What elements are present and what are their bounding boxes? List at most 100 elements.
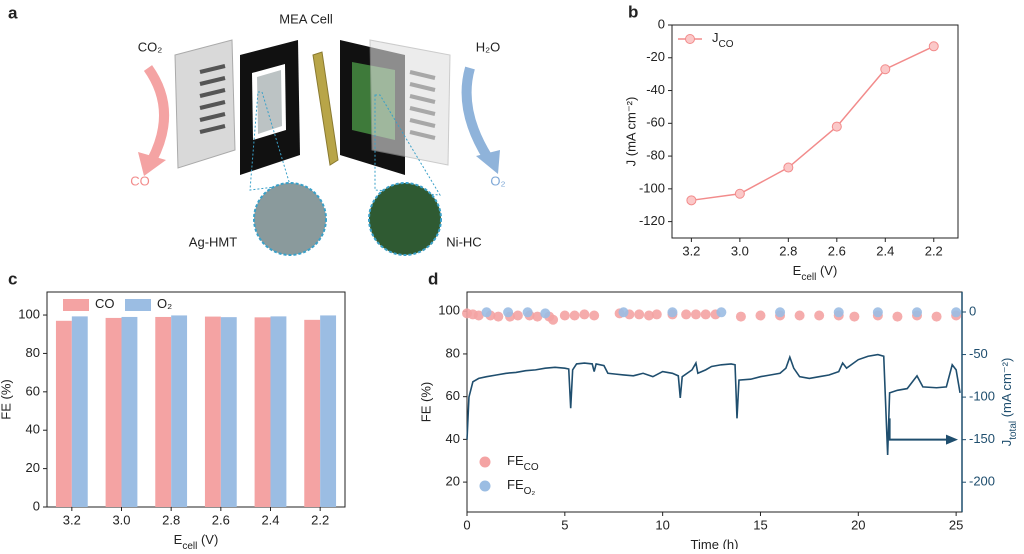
x-axis-label-part: E <box>793 263 802 278</box>
x-tick-label: 2.4 <box>261 512 279 527</box>
data-point <box>473 310 484 321</box>
data-point <box>734 188 745 199</box>
data-point <box>814 310 825 321</box>
x-tick-label: 25 <box>949 517 963 532</box>
legend-label-part: FE <box>507 453 524 468</box>
h2o-arrow-head <box>476 150 500 174</box>
x-tick-label: 2.2 <box>311 512 329 527</box>
bar <box>71 316 88 507</box>
y-tick-label: -20 <box>646 49 665 64</box>
data-point <box>783 162 794 173</box>
bar <box>320 315 337 507</box>
y-tick-label: 20 <box>446 474 460 489</box>
data-point <box>880 64 891 75</box>
electrode-label: Ni-HC <box>446 234 481 249</box>
data-point <box>794 310 805 321</box>
electrode-label: Ag-HMT <box>189 234 237 249</box>
data-point <box>690 309 701 320</box>
panel-label: d <box>428 269 438 288</box>
data-point <box>540 308 551 319</box>
y2-tick-label: -200 <box>969 474 995 489</box>
left-plate <box>174 39 236 169</box>
co2-arrow <box>143 65 170 163</box>
x-tick-label: 2.2 <box>925 243 943 258</box>
axis-arrow-head <box>946 434 958 445</box>
y-tick-label: -100 <box>639 180 665 195</box>
bar <box>155 316 172 507</box>
y-tick-label: -120 <box>639 213 665 228</box>
x-tick-label: 3.0 <box>112 512 130 527</box>
plot-frame <box>466 291 963 513</box>
x-tick-label: 3.0 <box>731 243 749 258</box>
y-tick-label: 20 <box>26 460 40 475</box>
legend-label: CO <box>95 296 115 311</box>
data-point <box>912 307 922 318</box>
right-plate <box>369 39 451 166</box>
legend-label-part: CO <box>524 462 539 473</box>
data-point <box>579 309 590 320</box>
legend-label: JCO <box>712 30 734 50</box>
data-point <box>735 311 746 322</box>
data-point <box>686 195 697 206</box>
y2-axis-label-part: total <box>1008 421 1019 440</box>
legend-label-part: J <box>712 30 719 45</box>
y-tick-label: -80 <box>646 148 665 163</box>
y-tick-label: 40 <box>26 422 40 437</box>
data-point <box>643 310 654 321</box>
x-tick-label: 10 <box>655 517 669 532</box>
x-tick-label: 5 <box>561 517 568 532</box>
data-point <box>931 311 942 322</box>
y-tick-label: -60 <box>646 115 665 130</box>
data-point <box>928 41 939 52</box>
membrane <box>312 51 339 166</box>
legend-label: FECO <box>507 453 539 473</box>
data-point <box>681 309 692 320</box>
y-tick-label: 0 <box>33 498 40 513</box>
bar <box>254 317 271 507</box>
data-point <box>522 307 533 318</box>
bar <box>270 316 287 507</box>
bar <box>121 316 138 507</box>
x-tick-label: 2.6 <box>828 243 846 258</box>
data-point <box>503 307 514 318</box>
bar <box>55 320 72 507</box>
y-axis-label: J (mA cm⁻²) <box>623 97 638 167</box>
y2-axis-label-part: (mA cm⁻²) <box>999 358 1014 421</box>
legend-marker <box>479 456 491 468</box>
data-line <box>691 45 935 202</box>
panel-label: b <box>628 2 638 21</box>
legend-label: O₂ <box>157 296 172 311</box>
legend-label-part: FE <box>507 477 524 492</box>
legend-label-part: CO <box>95 296 115 311</box>
data-point <box>892 311 903 322</box>
bar <box>304 319 321 507</box>
x-axis-label-part: cell <box>801 272 816 283</box>
data-point <box>651 309 662 320</box>
data-point <box>512 310 523 321</box>
data-point <box>493 311 504 322</box>
data-point <box>569 310 580 321</box>
bar <box>220 317 237 507</box>
sem-ni-hc <box>368 182 442 256</box>
outlet-label: CO <box>130 173 150 188</box>
sem-ag-hmt <box>253 182 327 256</box>
data-point <box>589 310 600 321</box>
x-tick-label: 0 <box>463 517 470 532</box>
panel-a-diagram: a MEA Cell CO₂ H₂O CO O₂ Ag-HMT Ni-HC <box>8 3 506 256</box>
x-tick-label: 2.4 <box>876 243 894 258</box>
y-tick-label: 60 <box>446 388 460 403</box>
inlet-label: H₂O <box>476 39 501 54</box>
legend-swatch <box>125 299 151 311</box>
legend-swatch <box>63 299 89 311</box>
diagram-title: MEA Cell <box>279 11 333 26</box>
x-tick-label: 20 <box>851 517 865 532</box>
legend-label-part: O₂ <box>157 296 172 311</box>
inlet-label: CO₂ <box>138 39 163 54</box>
bar <box>204 316 221 507</box>
bar <box>171 315 188 507</box>
data-point <box>667 307 678 318</box>
data-point <box>481 307 492 318</box>
data-point <box>872 307 883 318</box>
zoom-lines <box>374 94 441 196</box>
